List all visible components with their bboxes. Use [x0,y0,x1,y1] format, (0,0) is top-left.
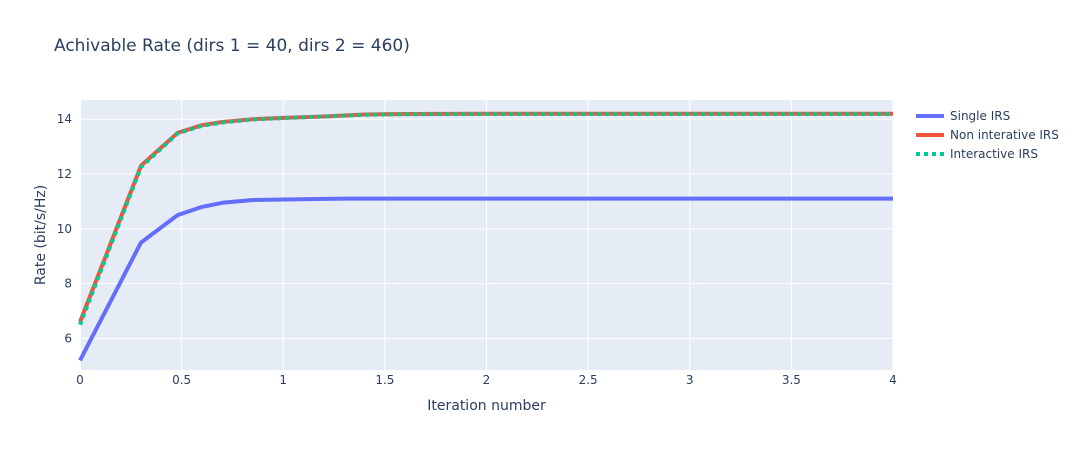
legend-label: Single IRS [950,109,1010,123]
legend-item-interactive-irs[interactable]: Interactive IRS [916,147,1038,161]
y-tick-labels: 6 8 10 12 14 [57,112,72,345]
legend-item-non-interative-irs[interactable]: Non interative IRS [916,128,1059,142]
x-tick-label: 3 [686,373,694,387]
x-tick-label: 0 [76,373,84,387]
x-tick-label: 2.5 [579,373,598,387]
y-tick-label: 8 [64,277,72,291]
x-tick-labels: 0 0.5 1 1.5 2 2.5 3 3.5 4 [76,373,897,387]
series-line-single-irs [78,196,893,362]
y-tick-label: 14 [57,112,72,126]
chart-title: Achivable Rate (dirs 1 = 40, dirs 2 = 46… [54,36,410,56]
legend-item-single-irs[interactable]: Single IRS [916,109,1010,123]
y-axis-title: Rate (bit/s/Hz) [33,185,49,285]
y-tick-label: 6 [64,331,72,345]
series-line-interactive-irs [78,111,893,326]
x-tick-label: 2 [483,373,491,387]
x-axis-title: Iteration number [427,398,546,414]
legend-label: Interactive IRS [950,147,1038,161]
legend[interactable]: Single IRS Non interative IRS Interactive … [916,109,1059,161]
x-tick-label: 4 [889,373,897,387]
x-tick-label: 0.5 [172,373,191,387]
x-tick-label: 1.5 [375,373,394,387]
y-tick-label: 12 [57,167,72,181]
y-tick-label: 10 [57,222,72,236]
series-layer [78,111,893,362]
legend-label: Non interative IRS [950,128,1059,142]
x-tick-label: 3.5 [782,373,801,387]
x-gridlines [79,100,894,370]
x-tick-label: 1 [279,373,287,387]
